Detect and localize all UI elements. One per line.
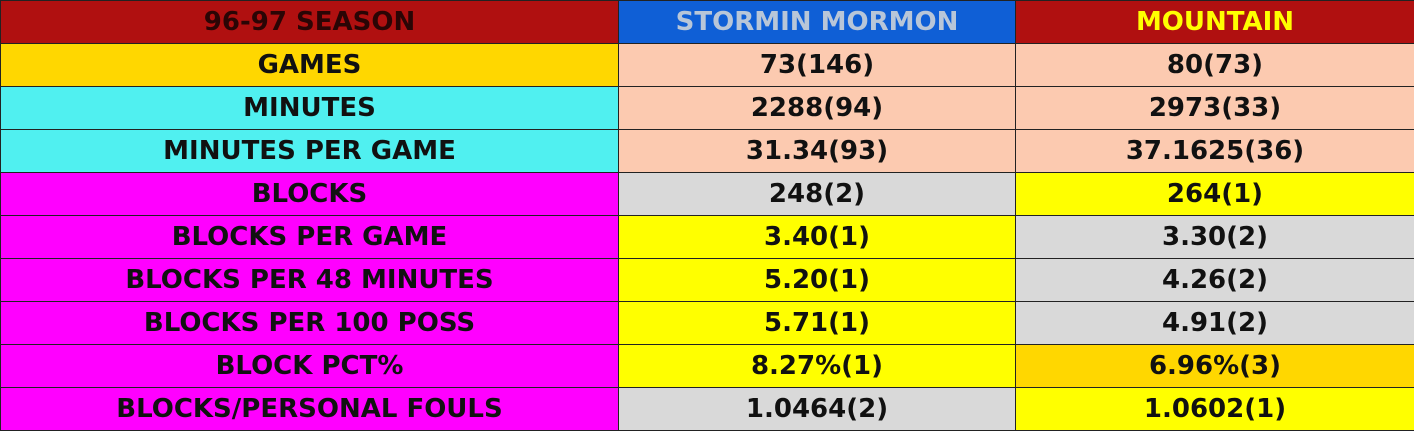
row-label: BLOCKS PER 48 MINUTES [0,258,619,302]
player1-value: 31.34(93) [618,129,1016,173]
player2-value: 6.96%(3) [1015,344,1414,388]
player1-value: 3.40(1) [618,215,1016,259]
table-row: BLOCKS 248(2) 264(1) [0,172,1414,216]
table-row: BLOCKS PER 48 MINUTES 5.20(1) 4.26(2) [0,258,1414,302]
player2-value: 37.1625(36) [1015,129,1414,173]
row-label: BLOCKS/PERSONAL FOULS [0,387,619,431]
player1-value: 73(146) [618,43,1016,87]
header-row: 96-97 SEASON STORMIN MORMON MOUNTAIN [0,0,1414,44]
player2-value: 3.30(2) [1015,215,1414,259]
row-label: BLOCKS PER 100 POSS [0,301,619,345]
table-row: BLOCKS/PERSONAL FOULS 1.0464(2) 1.0602(1… [0,387,1414,431]
table-row: BLOCKS PER GAME 3.40(1) 3.30(2) [0,215,1414,259]
table-row: BLOCK PCT% 8.27%(1) 6.96%(3) [0,344,1414,388]
player1-value: 248(2) [618,172,1016,216]
row-label: BLOCK PCT% [0,344,619,388]
table-row: MINUTES PER GAME 31.34(93) 37.1625(36) [0,129,1414,173]
player1-value: 8.27%(1) [618,344,1016,388]
player2-header: MOUNTAIN [1015,0,1414,44]
player1-value: 2288(94) [618,86,1016,130]
player2-value: 264(1) [1015,172,1414,216]
row-label: BLOCKS PER GAME [0,215,619,259]
table-row: BLOCKS PER 100 POSS 5.71(1) 4.91(2) [0,301,1414,345]
player1-value: 1.0464(2) [618,387,1016,431]
table-row: GAMES 73(146) 80(73) [0,43,1414,87]
player2-value: 4.91(2) [1015,301,1414,345]
table-row: MINUTES 2288(94) 2973(33) [0,86,1414,130]
player2-value: 2973(33) [1015,86,1414,130]
player2-value: 4.26(2) [1015,258,1414,302]
row-label: BLOCKS [0,172,619,216]
player1-value: 5.71(1) [618,301,1016,345]
row-label: MINUTES [0,86,619,130]
player1-header: STORMIN MORMON [618,0,1016,44]
season-header: 96-97 SEASON [0,0,619,44]
player2-value: 80(73) [1015,43,1414,87]
player2-value: 1.0602(1) [1015,387,1414,431]
row-label: GAMES [0,43,619,87]
row-label: MINUTES PER GAME [0,129,619,173]
player1-value: 5.20(1) [618,258,1016,302]
